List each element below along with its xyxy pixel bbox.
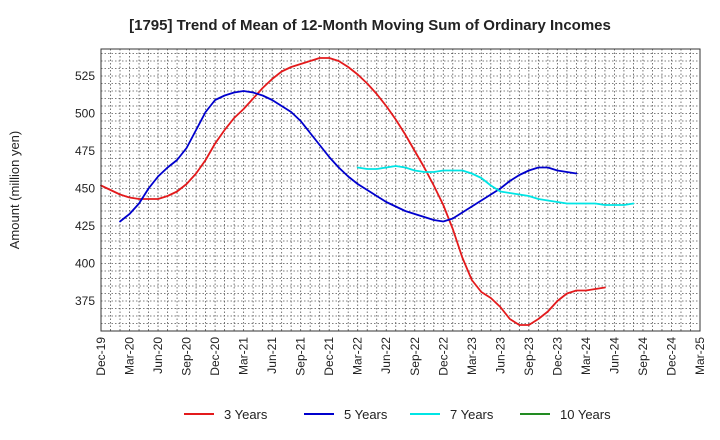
x-tick-label: Mar-22: [351, 337, 365, 375]
series-line-3-years: [100, 57, 606, 326]
x-tick-label: Jun-22: [379, 337, 393, 374]
x-tick-label: Jun-24: [607, 337, 621, 374]
x-tick-label: Sep-20: [180, 337, 194, 376]
x-axis-ticks: Dec-19 Mar-20 Jun-20 Sep-20 Dec-20 Mar-21 Jun-…: [94, 337, 707, 376]
x-tick-label: Mar-23: [465, 337, 479, 375]
y-tick-label: 525: [75, 69, 95, 83]
x-tick-label: Sep-23: [522, 337, 536, 376]
x-tick-label: Jun-23: [493, 337, 507, 374]
x-tick-label: Jun-20: [151, 337, 165, 374]
x-tick-label: Mar-20: [123, 337, 137, 375]
legend-label: 10 Years: [560, 407, 611, 422]
plot-series: [100, 57, 635, 326]
x-tick-label: Mar-21: [237, 337, 251, 375]
y-axis-label: Amount (million yen): [7, 131, 22, 250]
y-axis-ticks: 375 400 425 450 475 500 525: [75, 69, 95, 308]
x-tick-label: Dec-19: [94, 337, 108, 376]
legend-label: 7 Years: [450, 407, 494, 422]
legend-label: 5 Years: [344, 407, 388, 422]
y-tick-label: 375: [75, 294, 95, 308]
y-tick-label: 425: [75, 219, 95, 233]
x-tick-label: Dec-24: [664, 337, 678, 376]
grid: [100, 49, 701, 331]
series-line-5-years: [119, 90, 578, 223]
x-tick-label: Dec-22: [436, 337, 450, 376]
x-tick-label: Sep-24: [636, 337, 650, 376]
plot-frame: [100, 48, 701, 332]
x-tick-label: Mar-25: [693, 337, 707, 375]
y-tick-label: 500: [75, 107, 95, 121]
legend: 3 Years 5 Years 7 Years 10 Years: [184, 407, 611, 422]
x-tick-label: Dec-21: [322, 337, 336, 376]
legend-label: 3 Years: [224, 407, 268, 422]
x-tick-label: Dec-23: [550, 337, 564, 376]
x-tick-label: Sep-22: [408, 337, 422, 376]
chart-title: [1795] Trend of Mean of 12-Month Moving …: [129, 17, 611, 34]
x-tick-label: Mar-24: [579, 337, 593, 375]
series-line-7-years: [356, 165, 635, 206]
x-tick-label: Jun-21: [265, 337, 279, 374]
y-tick-label: 475: [75, 144, 95, 158]
y-tick-label: 450: [75, 182, 95, 196]
y-tick-label: 400: [75, 257, 95, 271]
x-tick-label: Dec-20: [208, 337, 222, 376]
x-tick-label: Sep-21: [294, 337, 308, 376]
